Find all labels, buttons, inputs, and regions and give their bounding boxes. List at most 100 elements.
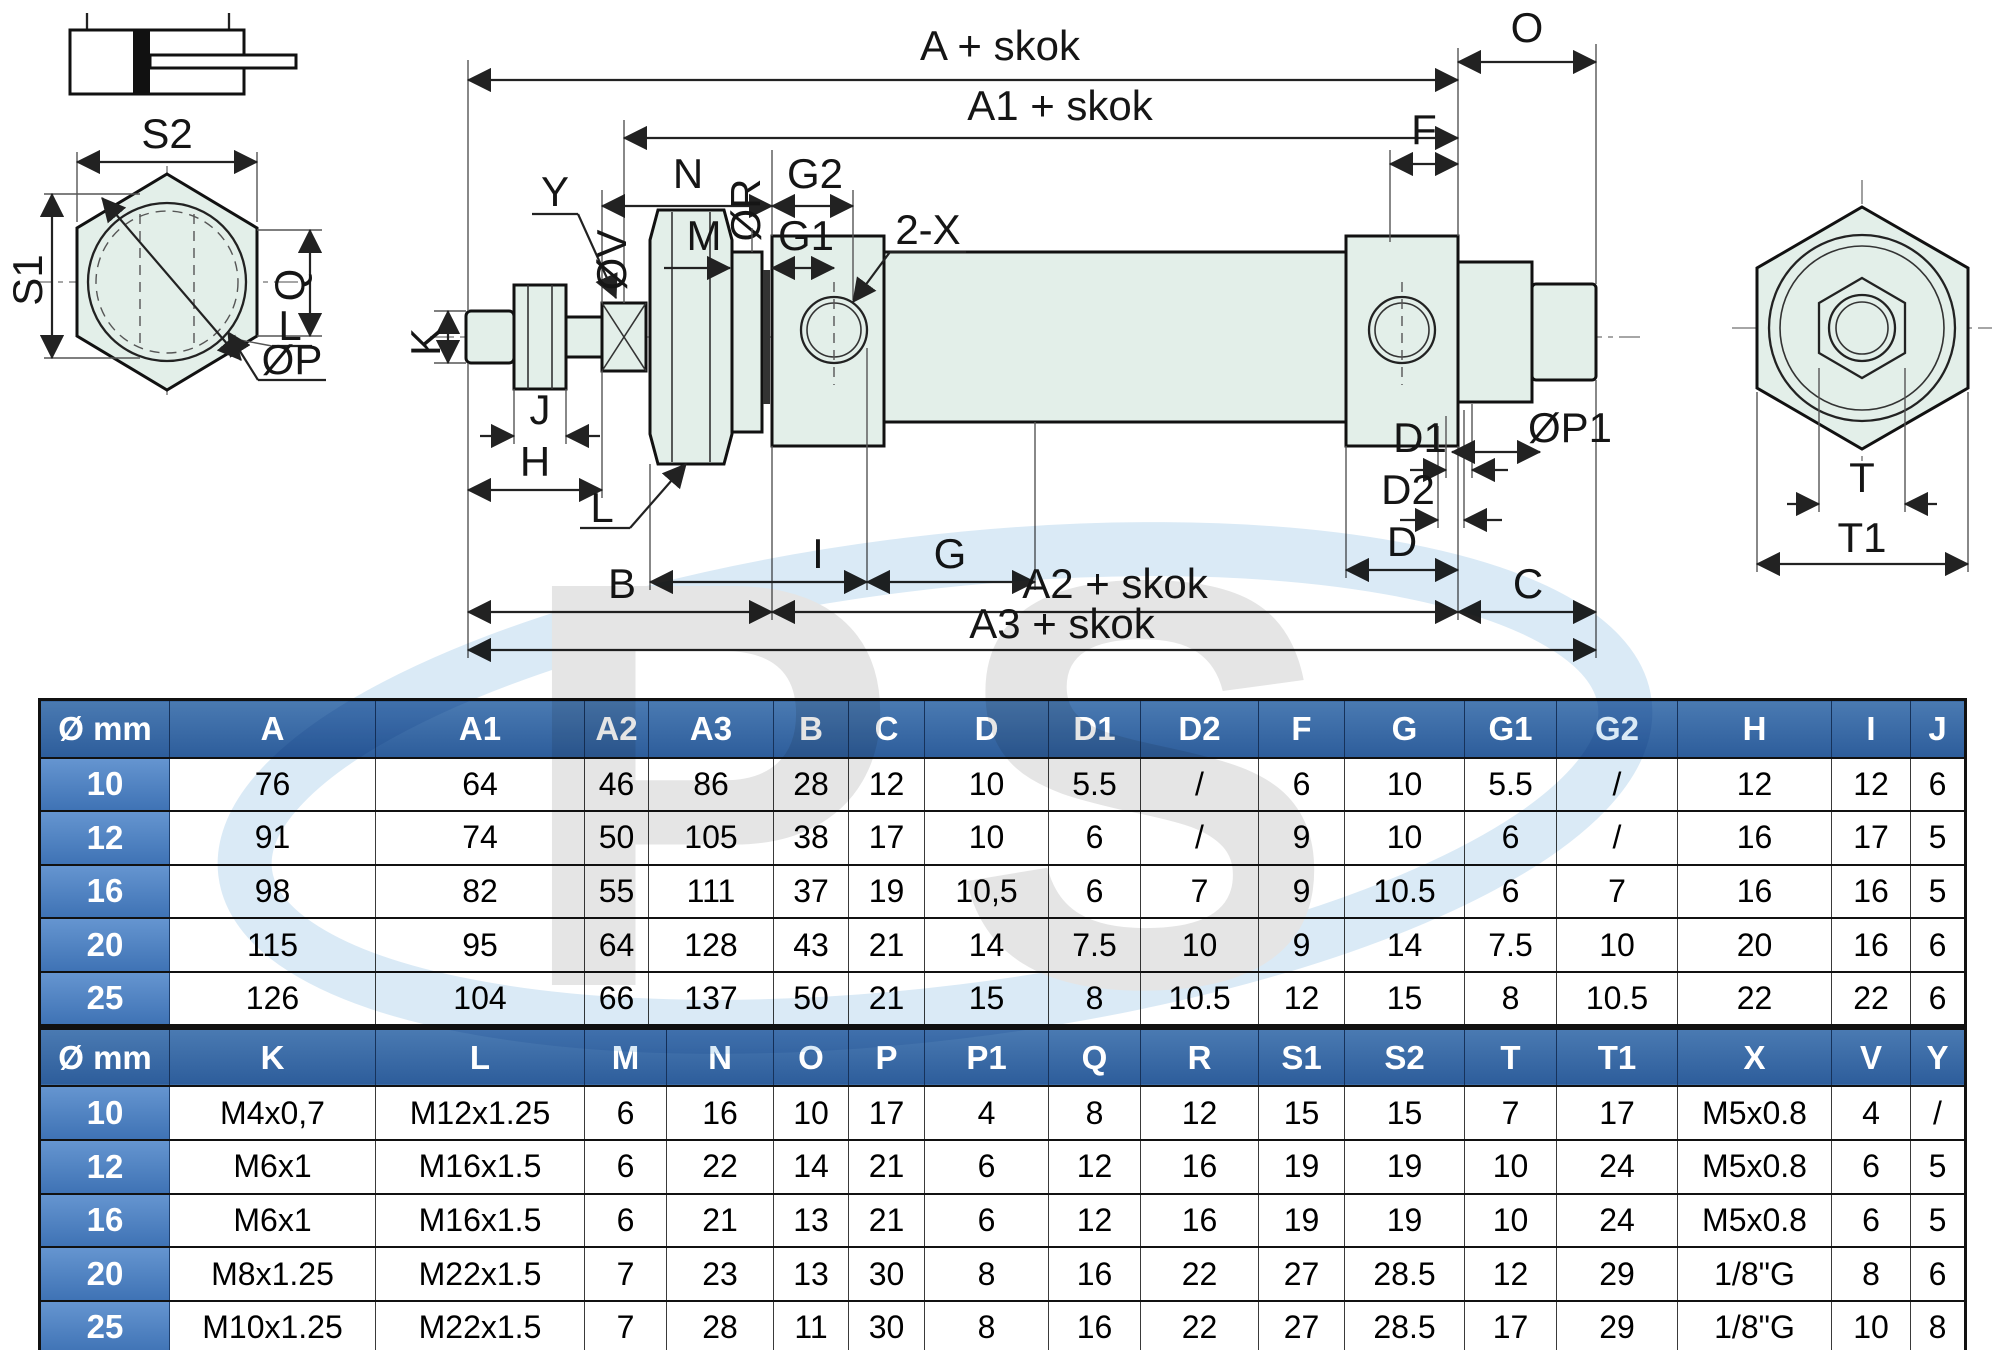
- washer: [730, 250, 764, 434]
- cell: 104: [375, 971, 585, 1026]
- dimensions-table-1: Ø mm A A1 A2 A3 B C D D1 D2 F G G1 G2 H I J 10 76 64 46 86 28 1…: [38, 698, 1967, 1027]
- cell: 9: [1258, 810, 1345, 866]
- dim-label-k: K: [402, 328, 449, 356]
- cell: 95: [375, 917, 585, 973]
- cell: 6: [1831, 1193, 1911, 1248]
- dim-label-t1: T1: [1837, 514, 1886, 561]
- dim-label-g1: G1: [778, 212, 834, 259]
- cell: 7: [1464, 1085, 1557, 1141]
- dim-label-t: T: [1849, 454, 1875, 501]
- column-header-f: F: [1258, 699, 1345, 758]
- cell: 16: [1140, 1193, 1259, 1248]
- cell: 6: [924, 1193, 1049, 1248]
- column-header-y: Y: [1910, 1027, 1966, 1087]
- cell: M5x0.8: [1677, 1139, 1832, 1195]
- table-row-d12: 12 91 74 50 105 38 17 10 6/9 10 6/16 17 5: [39, 810, 1966, 866]
- cell: 6: [1910, 971, 1966, 1026]
- cell: 27: [1258, 1300, 1345, 1350]
- cell: 30: [848, 1300, 925, 1350]
- column-header-a: A: [169, 699, 376, 758]
- dim-label-g: G: [934, 530, 967, 577]
- cell: 16: [666, 1085, 774, 1141]
- dim-label-q: Q: [266, 269, 313, 302]
- column-header-g2: G2: [1556, 699, 1678, 758]
- cell: 10: [924, 757, 1049, 812]
- cell: 17: [1464, 1300, 1557, 1350]
- cell: 126: [169, 971, 376, 1026]
- cell: /: [1556, 757, 1678, 812]
- cell: 14: [773, 1139, 849, 1195]
- cell: 8: [924, 1246, 1049, 1302]
- cell: 4: [924, 1085, 1049, 1141]
- cell: 19: [1344, 1193, 1465, 1248]
- table-row-d10: 10 M4x0,7 M12x1.25 6 16 10 17 4 8 12 15 15 7 17 M5x0.8…: [39, 1085, 1966, 1141]
- dimensions-table-2-header-row: Ø mm K L M N O P P1 Q R S1 S2 T T1 X V Y: [39, 1027, 1966, 1087]
- cell: 55: [584, 864, 649, 919]
- cell: 5: [1910, 810, 1966, 866]
- column-header-a1: A1: [375, 699, 585, 758]
- column-header-t: T: [1464, 1027, 1557, 1087]
- cell: 50: [773, 971, 849, 1026]
- dim-label-c: C: [1513, 560, 1543, 607]
- table-row-d16: 16 98 82 55 111 37 19 10,5 6 7 9 10.5 6 7 16 16 5: [39, 864, 1966, 919]
- rear-boss: [1456, 260, 1534, 404]
- cell: 43: [773, 917, 849, 973]
- cell: 91: [169, 810, 376, 866]
- cell: 10: [1464, 1139, 1557, 1195]
- row-label: 25: [39, 971, 170, 1026]
- cell: 6: [1464, 864, 1557, 919]
- cell: M16x1.5: [375, 1193, 585, 1248]
- dim-label-2x: 2-X: [895, 206, 960, 253]
- cell: 28.5: [1344, 1300, 1465, 1350]
- cell: 10: [924, 810, 1049, 866]
- cell: M22x1.5: [375, 1246, 585, 1302]
- dimensions-table-2: Ø mm K L M N O P P1 Q R S1 S2 T T1 X V Y 10 M4x0,7 M12x1.25…: [38, 1026, 1967, 1350]
- cell: 28.5: [1344, 1246, 1465, 1302]
- cell: M4x0,7: [169, 1085, 376, 1141]
- cell: 16: [1677, 810, 1832, 866]
- dim-label-d1: D1: [1393, 414, 1447, 461]
- cell: 12: [848, 757, 925, 812]
- cell: 5.5: [1464, 757, 1557, 812]
- cell: 22: [1831, 971, 1911, 1026]
- cell: 22: [1140, 1300, 1259, 1350]
- row-label: 20: [39, 1246, 170, 1302]
- cell: 21: [666, 1193, 774, 1248]
- dim-label-f: F: [1411, 106, 1437, 153]
- dim-label-a3-stroke: A3 + skok: [969, 600, 1156, 647]
- column-header-x: X: [1677, 1027, 1832, 1087]
- cylinder-tube: [882, 250, 1348, 424]
- cell: 7: [1140, 864, 1259, 919]
- column-header-v: V: [1831, 1027, 1911, 1087]
- cell: 12: [1831, 757, 1911, 812]
- cell: 22: [1677, 971, 1832, 1026]
- cell: 14: [924, 917, 1049, 973]
- cell: 21: [848, 917, 925, 973]
- cell: 5: [1910, 864, 1966, 919]
- rear-plug: [1530, 282, 1598, 382]
- gasket: [763, 270, 770, 404]
- table-row-d12: 12 M6x1 M16x1.5 6 22 14 21 6 12 16 19 19 10 24 M5x0.8 6…: [39, 1139, 1966, 1195]
- cell: 38: [773, 810, 849, 866]
- cell: 12: [1677, 757, 1832, 812]
- column-header-s1: S1: [1258, 1027, 1345, 1087]
- cell: 12: [1048, 1139, 1141, 1195]
- cell: 12: [1464, 1246, 1557, 1302]
- column-header-i: I: [1831, 699, 1911, 758]
- cell: /: [1140, 810, 1259, 866]
- cell: 21: [848, 971, 925, 1026]
- cylinder-technical-drawing: S2 S1 Q L ØP: [4, 4, 1992, 663]
- column-header-a2: A2: [584, 699, 649, 758]
- cell: 12: [1258, 971, 1345, 1026]
- cell: 29: [1556, 1300, 1678, 1350]
- dim-label-y: Y: [541, 168, 569, 215]
- cell: 1/8"G: [1677, 1246, 1832, 1302]
- front-end-view: S2 S1 Q L ØP: [4, 110, 326, 398]
- cell: 128: [648, 917, 774, 973]
- cell: 11: [773, 1300, 849, 1350]
- row-label: 25: [39, 1300, 170, 1350]
- cell: 17: [848, 1085, 925, 1141]
- cell: 16: [1140, 1139, 1259, 1195]
- cell: 37: [773, 864, 849, 919]
- dim-label-j: J: [530, 386, 551, 433]
